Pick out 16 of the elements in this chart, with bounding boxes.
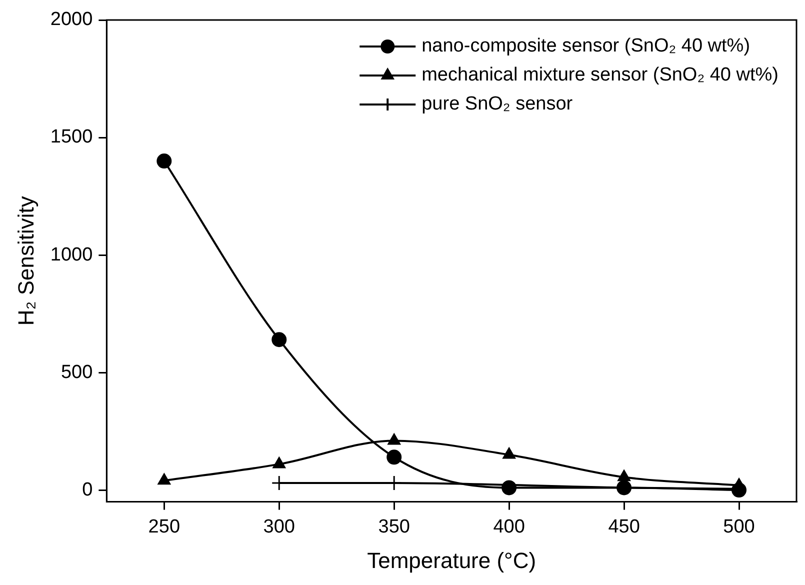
x-tick-label: 450 — [608, 516, 640, 538]
y-tick-label: 1500 — [50, 126, 93, 148]
x-tick-label: 250 — [148, 516, 180, 538]
x-tick-label: 350 — [378, 516, 410, 538]
x-axis-title: Temperature (°C) — [367, 548, 536, 573]
legend-label: nano-composite sensor (SnO₂ 40 wt%) — [422, 36, 750, 57]
legend-label: mechanical mixture sensor (SnO₂ 40 wt%) — [422, 64, 778, 86]
x-tick-label: 500 — [723, 516, 755, 538]
y-tick-label: 0 — [82, 479, 93, 500]
x-tick-label: 300 — [263, 516, 295, 538]
y-tick-label: 1000 — [50, 244, 93, 266]
legend-label: pure SnO₂ sensor — [422, 94, 574, 115]
y-tick-label: 2000 — [50, 9, 93, 30]
y-axis-title: H₂ Sensitivity — [13, 196, 38, 326]
y-tick-label: 500 — [60, 362, 93, 383]
x-tick-label: 400 — [493, 516, 525, 538]
